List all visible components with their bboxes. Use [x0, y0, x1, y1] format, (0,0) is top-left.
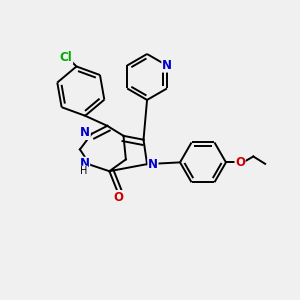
Text: N: N [80, 157, 90, 170]
Text: N: N [80, 126, 90, 140]
Text: Cl: Cl [60, 51, 73, 64]
Text: N: N [148, 158, 158, 171]
Text: H: H [80, 166, 88, 176]
Text: O: O [235, 156, 245, 169]
Text: N: N [162, 59, 172, 72]
Text: O: O [114, 190, 124, 204]
